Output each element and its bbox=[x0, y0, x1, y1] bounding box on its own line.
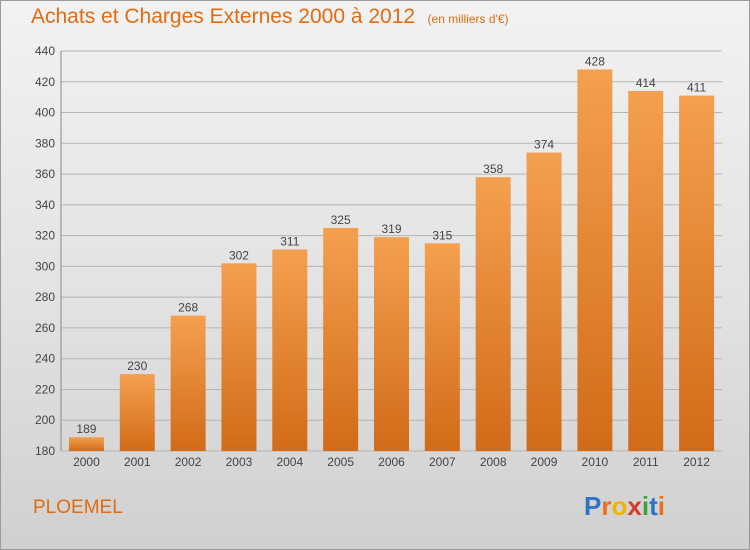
bar bbox=[424, 243, 460, 451]
x-tick-label: 2010 bbox=[582, 455, 609, 469]
bar bbox=[628, 91, 664, 451]
bar bbox=[475, 177, 511, 451]
data-label: 414 bbox=[636, 76, 656, 90]
bar bbox=[526, 152, 562, 452]
x-tick-label: 2012 bbox=[683, 455, 710, 469]
x-tick-label: 2000 bbox=[73, 455, 100, 469]
bar bbox=[170, 315, 206, 451]
logo-letter: i bbox=[641, 491, 650, 521]
x-tick-label: 2007 bbox=[429, 455, 456, 469]
data-label: 374 bbox=[534, 138, 554, 152]
logo-letter: r bbox=[601, 491, 612, 521]
title-text: Achats et Charges Externes 2000 à 2012 bbox=[31, 5, 416, 28]
commune-name: PLOEMEL bbox=[33, 497, 123, 518]
y-tick-label: 180 bbox=[35, 444, 55, 458]
data-label: 189 bbox=[76, 422, 96, 436]
y-tick-label: 300 bbox=[35, 259, 55, 273]
bar bbox=[323, 227, 359, 451]
x-tick-label: 2011 bbox=[633, 455, 659, 469]
bars: 189 230 268 302 311 325 319 315 358 374 428 414 411 bbox=[68, 54, 715, 452]
x-tick-label: 2008 bbox=[480, 455, 507, 469]
data-label: 230 bbox=[127, 359, 147, 373]
x-tick-label: 2003 bbox=[226, 455, 253, 469]
proxiti-logo[interactable]: Proxiti bbox=[584, 491, 665, 522]
logo-letter: i bbox=[657, 491, 665, 521]
bar bbox=[374, 237, 409, 451]
x-tick-label: 2009 bbox=[531, 455, 558, 469]
y-tick-label: 440 bbox=[35, 44, 55, 58]
y-tick-label: 360 bbox=[35, 167, 55, 181]
data-label: 319 bbox=[381, 222, 401, 236]
axes: 180 200 220 240 260 280 300 320 340 360 380 400 420 4… bbox=[35, 44, 710, 469]
logo-letter: P bbox=[584, 491, 602, 521]
data-label: 311 bbox=[280, 234, 299, 248]
y-tick-label: 400 bbox=[35, 106, 55, 120]
y-tick-label: 260 bbox=[35, 321, 55, 335]
y-tick-label: 340 bbox=[35, 198, 55, 212]
bar bbox=[221, 263, 257, 451]
bar bbox=[679, 95, 715, 451]
data-label: 268 bbox=[178, 301, 198, 315]
y-tick-label: 280 bbox=[35, 290, 55, 304]
bar bbox=[68, 437, 104, 451]
chart-title: Achats et Charges Externes 2000 à 2012 (… bbox=[31, 5, 509, 29]
x-tick-label: 2001 bbox=[124, 455, 151, 469]
x-tick-label: 2002 bbox=[175, 455, 202, 469]
logo-letter: o bbox=[611, 491, 628, 521]
y-tick-label: 320 bbox=[35, 229, 55, 243]
bar bbox=[577, 69, 613, 451]
data-label: 358 bbox=[483, 162, 503, 176]
data-label: 315 bbox=[432, 228, 452, 242]
data-label: 428 bbox=[585, 54, 605, 68]
bar bbox=[119, 374, 155, 451]
x-tick-label: 2005 bbox=[327, 455, 354, 469]
y-tick-label: 380 bbox=[35, 136, 55, 150]
logo-letter: x bbox=[627, 491, 642, 521]
y-tick-label: 200 bbox=[35, 413, 55, 427]
data-label: 302 bbox=[229, 248, 249, 262]
y-tick-label: 240 bbox=[35, 352, 55, 366]
bar bbox=[272, 249, 308, 451]
x-tick-label: 2006 bbox=[378, 455, 405, 469]
y-tick-label: 220 bbox=[35, 382, 55, 396]
data-label: 325 bbox=[331, 213, 351, 227]
title-unit: (en milliers d'€) bbox=[427, 12, 509, 26]
y-tick-label: 420 bbox=[35, 75, 55, 89]
data-label: 411 bbox=[687, 81, 706, 95]
logo-letter: t bbox=[649, 491, 658, 521]
x-tick-label: 2004 bbox=[276, 455, 303, 469]
